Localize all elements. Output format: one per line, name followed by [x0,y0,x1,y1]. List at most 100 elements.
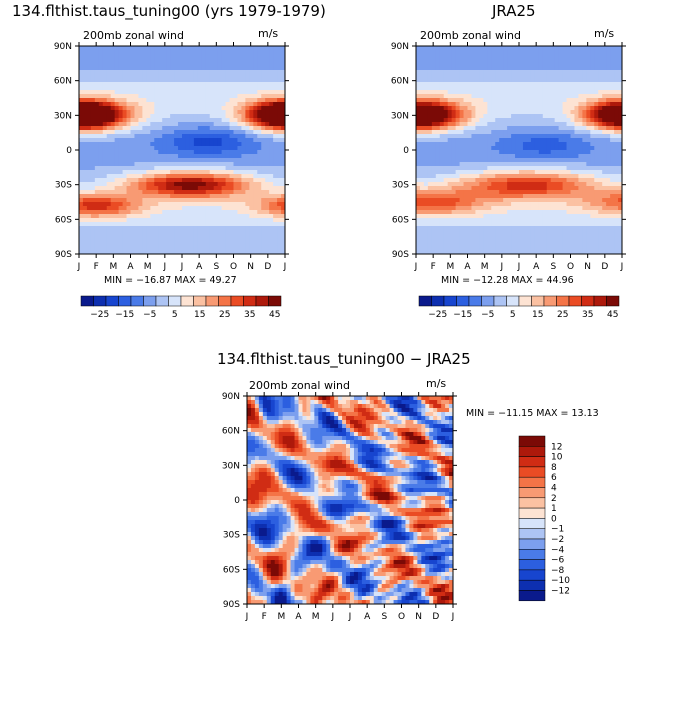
heatmap-cell [602,154,607,159]
heatmap-cell [115,198,120,203]
heatmap-cell [158,118,163,123]
heatmap-cell [166,62,171,67]
heatmap-cell [487,74,492,79]
heatmap-cell [539,162,544,167]
heatmap-cell [214,238,219,243]
heatmap-cell [471,118,476,123]
heatmap-cell [432,162,437,167]
heatmap-cell [253,234,258,239]
heatmap-cell [547,146,552,151]
heatmap-cell [123,98,128,103]
heatmap-cell [590,146,595,151]
heatmap-cell [123,110,128,115]
heatmap-cell [198,90,203,95]
heatmap-cell [475,70,480,75]
heatmap-cell [265,90,270,95]
heatmap-cell [134,206,139,211]
heatmap-cell [134,154,139,159]
heatmap-cell [230,138,235,143]
heatmap-cell [416,170,421,175]
heatmap-cell [444,78,449,83]
heatmap-cell [206,246,211,251]
heatmap-cell [158,198,163,203]
heatmap-cell [483,122,488,127]
heatmap-cell [547,98,552,103]
heatmap-cell [142,206,147,211]
heatmap-cell [214,170,219,175]
heatmap-cell [519,114,524,119]
heatmap-cell [507,182,512,187]
heatmap-cell [190,86,195,91]
heatmap-cell [261,78,266,83]
heatmap-cell [606,82,611,87]
heatmap-cell [150,234,155,239]
heatmap-cell [499,94,504,99]
heatmap-cell [138,166,143,171]
heatmap-cell [448,110,453,115]
heatmap-cell [234,150,239,155]
heatmap-cell [471,142,476,147]
heatmap-cell [471,46,476,51]
heatmap-cell [170,138,175,143]
heatmap-cell [249,142,254,147]
heatmap-cell [237,134,242,139]
heatmap-cell [138,218,143,223]
heatmap-cell [448,122,453,127]
heatmap-cell [456,190,461,195]
heatmap-cell [241,218,246,223]
heatmap-cell [555,170,560,175]
heatmap-cell [265,122,270,127]
heatmap-cell [226,234,231,239]
heatmap-cell [253,182,258,187]
heatmap-cell [166,162,171,167]
heatmap-cell [436,162,441,167]
heatmap-cell [487,106,492,111]
heatmap-cell [559,126,564,131]
heatmap-cell [531,138,536,143]
heatmap-cell [563,170,568,175]
heatmap-cell [495,186,500,191]
heatmap-cell [610,58,615,63]
heatmap-cell [464,106,469,111]
heatmap-cell [158,146,163,151]
heatmap-cell [610,206,615,211]
heatmap-cell [87,62,92,67]
heatmap-cell [416,138,421,143]
heatmap-cell [245,218,250,223]
heatmap-cell [602,174,607,179]
heatmap-cell [277,114,282,119]
heatmap-cell [265,222,270,227]
heatmap-cell [547,122,552,127]
heatmap-cell [131,178,136,183]
heatmap-cell [178,78,183,83]
heatmap-cell [202,214,207,219]
heatmap-cell [142,146,147,151]
heatmap-cell [146,98,151,103]
heatmap-cell [162,126,167,131]
heatmap-cell [138,130,143,135]
heatmap-cell [198,166,203,171]
heatmap-cell [119,174,124,179]
heatmap-cell [150,226,155,231]
heatmap-cell [234,162,239,167]
heatmap-cell [551,118,556,123]
heatmap-cell [515,190,520,195]
heatmap-cell [154,86,159,91]
heatmap-cell [214,198,219,203]
heatmap-cell [138,170,143,175]
heatmap-cell [249,118,254,123]
heatmap-cell [610,198,615,203]
heatmap-cell [523,58,528,63]
heatmap-cell [115,150,120,155]
heatmap-cell [432,86,437,91]
heatmap-cell [456,90,461,95]
heatmap-cell [594,130,599,135]
heatmap-cell [555,154,560,159]
heatmap-cell [150,78,155,83]
heatmap-cell [555,126,560,131]
heatmap-cell [257,66,262,71]
heatmap-cell [424,78,429,83]
heatmap-cell [543,118,548,123]
heatmap-cell [186,106,191,111]
heatmap-cell [436,186,441,191]
